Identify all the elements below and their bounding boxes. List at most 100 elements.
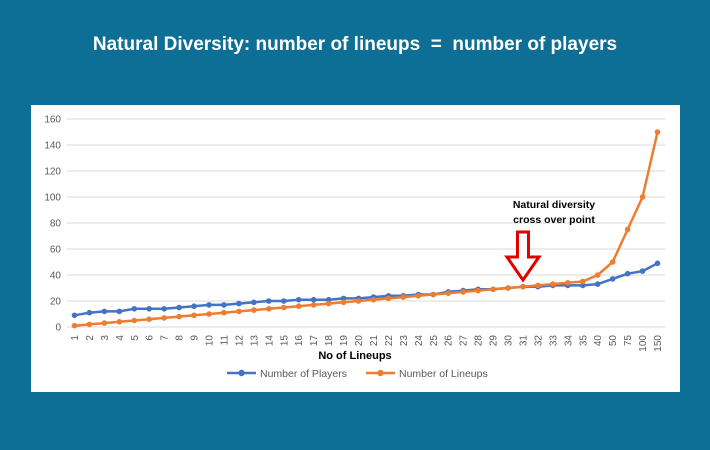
data-point-lineups xyxy=(161,315,167,321)
data-point-lineups xyxy=(86,321,93,328)
x-tick-label: 75 xyxy=(623,335,634,347)
data-point-lineups xyxy=(280,304,287,311)
data-point-players xyxy=(594,281,601,287)
data-point-lineups xyxy=(639,194,646,200)
x-tick-label: 27 xyxy=(459,335,470,347)
x-tick-label: 19 xyxy=(339,335,350,347)
x-tick-label: 50 xyxy=(608,335,619,347)
y-tick-label: 120 xyxy=(44,167,61,178)
data-point-players xyxy=(101,308,108,315)
data-point-lineups xyxy=(430,291,437,298)
data-point-lineups xyxy=(146,316,153,322)
data-point-players xyxy=(206,302,212,308)
down-arrow-icon xyxy=(504,230,542,283)
data-point-players xyxy=(266,298,272,304)
data-point-lineups xyxy=(116,319,123,325)
data-point-lineups xyxy=(295,303,302,309)
chart-panel: 0 20 40 60 80 100 120 140 160 1 2 3 4 5 6 7 8 9 10 11 12 13 1… xyxy=(31,105,680,392)
x-tick-label: 1 xyxy=(70,335,81,341)
x-tick-label: 100 xyxy=(638,335,649,352)
data-point-lineups xyxy=(594,272,601,278)
x-tick-label: 8 xyxy=(175,335,186,341)
y-tick-label: 40 xyxy=(50,271,62,282)
x-tick-label: 23 xyxy=(399,335,410,347)
x-tick-label: 24 xyxy=(414,335,425,347)
data-point-players xyxy=(146,306,153,312)
data-point-lineups xyxy=(490,286,496,293)
data-point-players xyxy=(654,260,661,267)
x-axis-ticks: 1 2 3 4 5 6 7 8 9 10 11 12 13 14 15 16 17 18 19 20 21 22 23 24 2… xyxy=(70,335,664,352)
annotation: Natural diversity cross over point xyxy=(504,199,595,283)
data-point-lineups xyxy=(579,278,586,285)
data-point-lineups xyxy=(550,281,556,287)
data-point-lineups xyxy=(609,259,616,265)
data-point-lineups xyxy=(505,285,511,291)
data-point-players xyxy=(609,276,616,282)
x-tick-label: 4 xyxy=(115,335,126,341)
data-point-lineups xyxy=(355,298,362,304)
x-tick-label: 21 xyxy=(369,335,380,347)
data-point-players xyxy=(251,299,257,306)
x-tick-label: 32 xyxy=(533,335,544,347)
legend-label-players: Number of Players xyxy=(260,368,347,380)
x-tick-label: 30 xyxy=(504,335,515,347)
data-point-lineups xyxy=(251,307,257,313)
data-point-players xyxy=(325,296,332,303)
data-point-players xyxy=(340,295,347,302)
data-point-players xyxy=(71,312,78,319)
data-point-players xyxy=(579,282,586,289)
x-tick-label: 3 xyxy=(100,335,111,341)
x-tick-label: 2 xyxy=(85,335,96,341)
data-point-lineups xyxy=(131,317,138,324)
data-point-lineups xyxy=(206,311,212,317)
y-tick-label: 140 xyxy=(44,141,61,152)
data-point-players xyxy=(86,309,93,316)
x-tick-label: 16 xyxy=(294,335,305,347)
data-point-lineups xyxy=(475,287,481,294)
data-point-lineups xyxy=(385,295,392,302)
legend-label-lineups: Number of Lineups xyxy=(399,368,488,380)
y-tick-label: 160 xyxy=(44,115,61,126)
x-tick-label: 13 xyxy=(249,335,260,347)
x-tick-label: 29 xyxy=(489,335,500,347)
y-tick-label: 0 xyxy=(55,323,61,334)
x-tick-label: 35 xyxy=(578,335,589,347)
x-tick-label: 11 xyxy=(219,335,230,346)
data-point-lineups xyxy=(340,299,347,306)
data-point-lineups xyxy=(176,313,182,320)
x-tick-label: 22 xyxy=(384,335,395,347)
x-tick-label: 28 xyxy=(474,335,485,347)
series-line-players xyxy=(74,262,659,317)
data-point-lineups xyxy=(236,308,242,315)
x-tick-label: 7 xyxy=(160,335,171,341)
data-point-players xyxy=(280,298,287,304)
y-tick-label: 80 xyxy=(50,219,62,230)
data-point-lineups xyxy=(266,306,272,312)
data-point-players xyxy=(310,296,317,303)
data-point-lineups xyxy=(101,320,108,326)
slide-title: Natural Diversity: number of lineups = n… xyxy=(92,34,618,55)
data-point-players xyxy=(176,304,182,311)
data-point-players xyxy=(131,306,138,312)
x-tick-label: 33 xyxy=(548,335,559,347)
data-point-lineups xyxy=(624,226,631,233)
data-point-lineups xyxy=(415,293,422,299)
x-tick-label: 5 xyxy=(130,335,141,341)
x-tick-label: 12 xyxy=(234,335,245,347)
data-point-lineups xyxy=(535,282,541,289)
data-point-lineups xyxy=(460,289,466,295)
x-tick-label: 26 xyxy=(444,335,455,347)
x-tick-label: 150 xyxy=(653,335,664,352)
x-tick-label: 31 xyxy=(518,335,529,347)
x-tick-label: 20 xyxy=(354,335,365,347)
data-point-lineups xyxy=(520,283,526,290)
x-tick-label: 14 xyxy=(264,335,275,347)
series-lines xyxy=(74,131,659,327)
data-point-lineups xyxy=(565,280,571,286)
data-point-players xyxy=(221,302,227,308)
data-point-lineups xyxy=(191,312,197,319)
x-tick-label: 17 xyxy=(309,335,320,347)
series-line-lineups xyxy=(74,131,659,327)
x-tick-label: 34 xyxy=(563,335,574,347)
